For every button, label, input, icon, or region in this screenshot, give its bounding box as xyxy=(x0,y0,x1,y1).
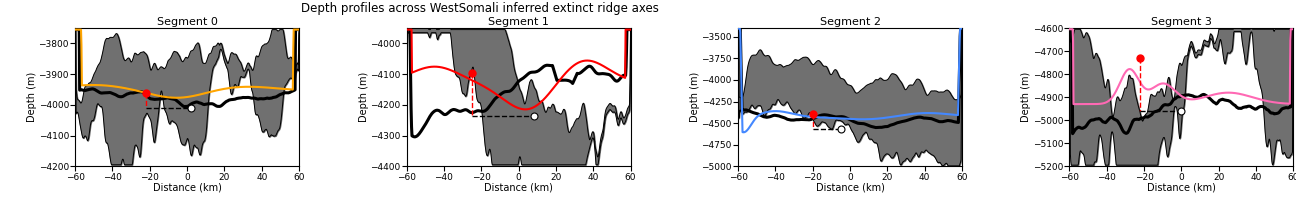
Y-axis label: Depth (m): Depth (m) xyxy=(27,72,38,122)
Text: Depth profiles across WestSomali inferred extinct ridge axes: Depth profiles across WestSomali inferre… xyxy=(301,2,658,15)
X-axis label: Distance (km): Distance (km) xyxy=(1147,183,1216,193)
Title: Segment 3: Segment 3 xyxy=(1151,17,1212,27)
Title: Segment 1: Segment 1 xyxy=(489,17,550,27)
Y-axis label: Depth (m): Depth (m) xyxy=(359,72,368,122)
X-axis label: Distance (km): Distance (km) xyxy=(485,183,553,193)
Title: Segment 2: Segment 2 xyxy=(819,17,880,27)
X-axis label: Distance (km): Distance (km) xyxy=(153,183,222,193)
Y-axis label: Depth (m): Depth (m) xyxy=(1021,72,1032,122)
Title: Segment 0: Segment 0 xyxy=(157,17,218,27)
Y-axis label: Depth (m): Depth (m) xyxy=(689,72,700,122)
X-axis label: Distance (km): Distance (km) xyxy=(815,183,884,193)
